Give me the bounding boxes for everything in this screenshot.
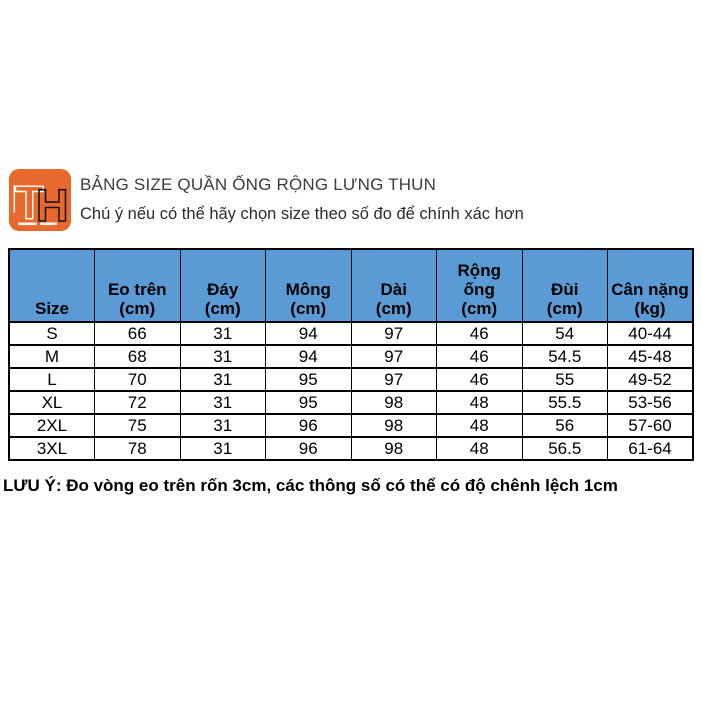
table-cell: 31 <box>179 344 266 369</box>
logo-letter-t: T <box>15 176 44 229</box>
table-cell: 55 <box>521 367 608 392</box>
table-cell: 46 <box>436 344 523 369</box>
size-cell: XL <box>8 390 95 415</box>
table-cell: 46 <box>436 367 523 392</box>
table-cell: 72 <box>94 390 181 415</box>
table-cell: 95 <box>265 367 352 392</box>
size-table-body: S 66 31 94 97 46 54 40-44 M 68 31 94 97 … <box>8 321 694 461</box>
logo-tagline-strip <box>18 222 37 226</box>
table-cell: 75 <box>94 413 181 438</box>
logo-tagline-strip <box>40 222 57 226</box>
table-cell: 98 <box>350 390 437 415</box>
table-cell: 53-56 <box>607 390 694 415</box>
table-cell: 45-48 <box>607 344 694 369</box>
col-header-dai: Dài (cm) <box>350 248 437 323</box>
table-cell: 40-44 <box>607 321 694 346</box>
table-cell: 97 <box>350 321 437 346</box>
table-cell: 94 <box>265 344 352 369</box>
table-cell: 31 <box>179 436 266 461</box>
col-header-mong: Mông (cm) <box>265 248 352 323</box>
table-cell: 66 <box>94 321 181 346</box>
table-cell: 56.5 <box>521 436 608 461</box>
table-cell: 70 <box>94 367 181 392</box>
table-row-s: S 66 31 94 97 46 54 40-44 <box>8 321 694 346</box>
size-table: Size Eo trên (cm) Đáy (cm) Mông (cm) Dài… <box>8 248 694 461</box>
logo-letter-h: H <box>36 180 69 231</box>
table-cell: 97 <box>350 344 437 369</box>
table-row-m: M 68 31 94 97 46 54.5 45-48 <box>8 344 694 369</box>
brand-logo: T H <box>9 169 71 231</box>
page-title: BẢNG SIZE QUẦN ỐNG RỘNG LƯNG THUN <box>80 175 437 194</box>
table-cell: 61-64 <box>607 436 694 461</box>
table-cell: 54.5 <box>521 344 608 369</box>
table-cell: 95 <box>265 390 352 415</box>
table-cell: 31 <box>179 367 266 392</box>
logo-vertical-text-strip <box>13 185 16 213</box>
table-cell: 97 <box>350 367 437 392</box>
col-header-can-nang: Cân nặng (kg) <box>607 248 694 323</box>
table-cell: 31 <box>179 413 266 438</box>
size-cell: 2XL <box>8 413 95 438</box>
size-cell: L <box>8 367 95 392</box>
size-cell: 3XL <box>8 436 95 461</box>
table-row-l: L 70 31 95 97 46 55 49-52 <box>8 367 694 392</box>
logo-background <box>9 169 71 231</box>
table-cell: 56 <box>521 413 608 438</box>
col-header-day: Đáy (cm) <box>179 248 266 323</box>
measurement-note: LƯU Ý: Đo vòng eo trên rốn 3cm, các thôn… <box>3 476 618 495</box>
size-cell: S <box>8 321 95 346</box>
table-cell: 68 <box>94 344 181 369</box>
size-cell: M <box>8 344 95 369</box>
col-header-rong-ong: Rộng ống (cm) <box>436 248 523 323</box>
header-block: BẢNG SIZE QUẦN ỐNG RỘNG LƯNG THUN Chú ý … <box>80 175 690 224</box>
table-cell: 46 <box>436 321 523 346</box>
table-row-xl: XL 72 31 95 98 48 55.5 53-56 <box>8 390 694 415</box>
col-header-size: Size <box>8 248 95 323</box>
table-cell: 78 <box>94 436 181 461</box>
page-subtitle: Chú ý nếu có thể hãy chọn size theo số đ… <box>80 205 524 223</box>
size-table-head: Size Eo trên (cm) Đáy (cm) Mông (cm) Dài… <box>8 248 694 323</box>
table-cell: 57-60 <box>607 413 694 438</box>
table-cell: 54 <box>521 321 608 346</box>
table-cell: 94 <box>265 321 352 346</box>
table-cell: 96 <box>265 436 352 461</box>
table-cell: 48 <box>436 390 523 415</box>
table-cell: 49-52 <box>607 367 694 392</box>
table-cell: 31 <box>179 390 266 415</box>
col-header-eo-tren: Eo trên (cm) <box>94 248 181 323</box>
table-row-2xl: 2XL 75 31 96 98 48 56 57-60 <box>8 413 694 438</box>
table-cell: 48 <box>436 413 523 438</box>
table-cell: 98 <box>350 413 437 438</box>
table-cell: 48 <box>436 436 523 461</box>
col-header-dui: Đùi (cm) <box>521 248 608 323</box>
table-cell: 98 <box>350 436 437 461</box>
table-row-3xl: 3XL 78 31 96 98 48 56.5 61-64 <box>8 436 694 461</box>
header-row: Size Eo trên (cm) Đáy (cm) Mông (cm) Dài… <box>8 248 694 323</box>
table-cell: 55.5 <box>521 390 608 415</box>
table-cell: 96 <box>265 413 352 438</box>
table-cell: 31 <box>179 321 266 346</box>
